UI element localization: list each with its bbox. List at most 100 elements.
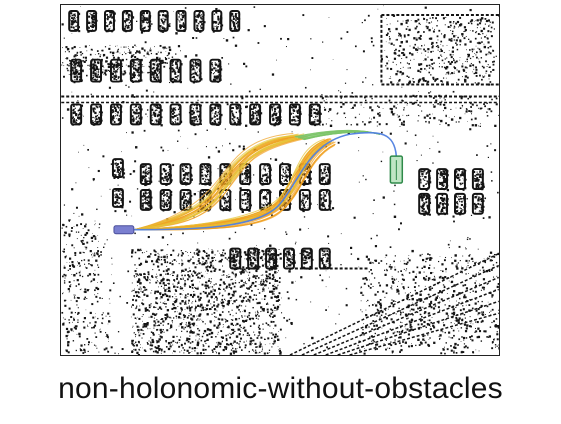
map-speck [93,12,96,15]
map-speck [324,207,327,210]
map-speck [94,21,97,24]
map-speck [309,202,312,205]
map-speck [270,191,272,194]
map-speck [174,80,177,83]
map-speck [321,174,323,176]
map-speck [119,173,121,175]
map-speck [176,335,178,338]
map-speck [187,340,190,343]
map-speck [177,108,180,111]
map-speck [100,72,102,75]
map-speck [443,97,445,99]
map-speck [134,62,136,64]
map-speck [392,113,395,116]
map-speck [180,74,181,76]
map-speck [177,76,179,78]
map-speck [285,171,287,174]
map-speck [262,253,265,256]
map-speck [395,107,397,109]
map-speck [329,200,332,203]
map-speck [258,284,260,285]
map-speck [213,67,216,70]
map-speck [102,69,104,71]
map-speck [145,278,149,282]
map-speck [106,18,109,21]
map-speck [166,265,168,267]
map-speck [217,303,220,306]
map-speck [485,60,487,63]
map-speck [190,258,192,260]
map-speck [121,167,123,169]
map-speck [175,61,178,64]
map-speck [163,204,165,205]
map-speck [151,348,153,350]
map-speck [402,53,406,57]
map-speck [256,254,257,256]
map-speck [302,197,304,199]
map-speck [252,306,254,309]
map-speck [77,61,80,64]
map-speck [198,16,200,18]
map-speck [483,27,486,30]
map-speck [285,191,287,193]
map-speck [259,119,262,122]
map-speck [280,167,282,169]
map-speck [425,211,428,215]
map-speck [231,282,234,285]
map-speck [428,197,431,200]
map-speck [234,330,236,332]
map-speck [111,30,113,33]
map-speck [440,119,443,123]
map-speck [488,64,490,66]
map-speck [193,252,196,254]
map-speck [181,269,184,272]
map-speck [112,11,115,14]
map-speck [455,175,458,178]
map-speck [487,53,489,55]
map-speck [121,201,123,203]
map-speck [134,308,136,310]
map-speck [180,25,183,28]
map-speck [108,23,110,25]
map-speck [445,170,449,173]
map-speck [74,78,76,80]
map-speck [464,113,466,115]
map-speck [152,114,154,116]
map-speck [199,72,202,75]
map-speck [112,199,115,201]
map-speck [91,120,94,122]
map-speck [420,180,422,182]
map-speck [77,26,80,29]
map-speck [265,277,268,280]
map-speck [232,347,234,350]
map-speck [204,309,206,310]
map-speck [481,173,484,176]
map-speck [459,200,461,203]
map-speck [92,58,94,60]
map-speck [387,32,389,35]
map-speck [123,26,125,28]
map-speck [269,204,272,207]
map-speck [146,173,149,175]
map-speck [207,172,208,174]
map-speck [184,274,186,277]
map-speck [210,71,212,74]
map-speck [155,53,158,55]
map-speck [243,251,247,254]
map-speck [328,183,330,185]
map-speck [71,66,74,69]
map-speck [177,68,180,71]
map-speck [270,265,272,268]
map-speck [210,281,212,283]
map-speck [157,345,160,348]
map-speck [476,177,479,180]
map-speck [198,110,200,113]
map-speck [183,26,185,28]
map-speck [254,285,257,287]
map-speck [159,273,162,277]
map-speck [450,73,452,75]
map-speck [160,301,162,303]
map-speck [441,56,443,58]
map-speck [327,96,329,98]
map-speck [118,174,120,176]
